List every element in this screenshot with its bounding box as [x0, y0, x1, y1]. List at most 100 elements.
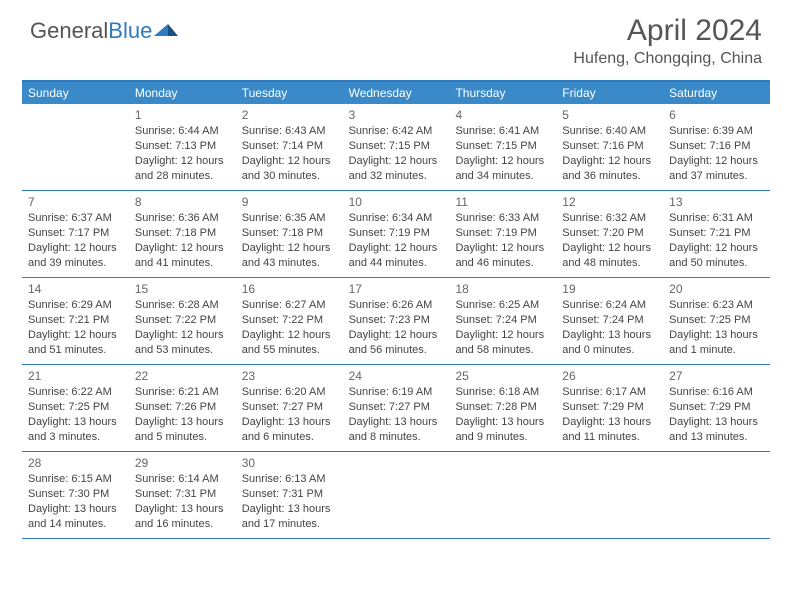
day-info-line: Sunrise: 6:23 AM [669, 298, 764, 313]
day-info-line: Sunrise: 6:33 AM [455, 211, 550, 226]
day-info-line: Sunrise: 6:18 AM [455, 385, 550, 400]
day-cell: 22Sunrise: 6:21 AMSunset: 7:26 PMDayligh… [129, 365, 236, 451]
day-info-line: Sunset: 7:19 PM [349, 226, 444, 241]
day-number: 24 [349, 368, 444, 384]
day-cell: 7Sunrise: 6:37 AMSunset: 7:17 PMDaylight… [22, 191, 129, 277]
day-number: 23 [242, 368, 337, 384]
logo-text: GeneralBlue [30, 18, 152, 44]
day-number: 6 [669, 107, 764, 123]
day-info-line: Sunset: 7:18 PM [242, 226, 337, 241]
day-info-line: Sunrise: 6:25 AM [455, 298, 550, 313]
day-number: 15 [135, 281, 230, 297]
day-info-line: Sunrise: 6:31 AM [669, 211, 764, 226]
day-number: 17 [349, 281, 444, 297]
day-info-line: Daylight: 12 hours [242, 328, 337, 343]
day-number: 4 [455, 107, 550, 123]
day-cell: 28Sunrise: 6:15 AMSunset: 7:30 PMDayligh… [22, 452, 129, 538]
day-info-line: Daylight: 12 hours [562, 241, 657, 256]
day-cell: 12Sunrise: 6:32 AMSunset: 7:20 PMDayligh… [556, 191, 663, 277]
day-info-line: Sunset: 7:18 PM [135, 226, 230, 241]
day-info-line: Sunrise: 6:36 AM [135, 211, 230, 226]
day-info-line: and 53 minutes. [135, 343, 230, 358]
day-cell: 20Sunrise: 6:23 AMSunset: 7:25 PMDayligh… [663, 278, 770, 364]
day-info-line: Sunset: 7:24 PM [562, 313, 657, 328]
day-info-line: and 32 minutes. [349, 169, 444, 184]
day-info-line: Sunset: 7:23 PM [349, 313, 444, 328]
day-info-line: Daylight: 13 hours [349, 415, 444, 430]
day-info-line: Sunrise: 6:35 AM [242, 211, 337, 226]
day-info-line: Sunrise: 6:16 AM [669, 385, 764, 400]
weekday-label: Sunday [22, 82, 129, 104]
day-info-line: and 37 minutes. [669, 169, 764, 184]
day-info-line: and 44 minutes. [349, 256, 444, 271]
day-cell-empty [449, 452, 556, 538]
day-cell: 27Sunrise: 6:16 AMSunset: 7:29 PMDayligh… [663, 365, 770, 451]
day-info-line: Sunrise: 6:27 AM [242, 298, 337, 313]
day-info-line: and 14 minutes. [28, 517, 123, 532]
day-cell: 30Sunrise: 6:13 AMSunset: 7:31 PMDayligh… [236, 452, 343, 538]
day-cell-empty [22, 104, 129, 190]
day-info-line: Sunset: 7:16 PM [562, 139, 657, 154]
day-number: 25 [455, 368, 550, 384]
day-cell: 8Sunrise: 6:36 AMSunset: 7:18 PMDaylight… [129, 191, 236, 277]
day-info-line: Sunrise: 6:37 AM [28, 211, 123, 226]
day-info-line: Daylight: 12 hours [349, 328, 444, 343]
day-cell: 6Sunrise: 6:39 AMSunset: 7:16 PMDaylight… [663, 104, 770, 190]
day-cell: 19Sunrise: 6:24 AMSunset: 7:24 PMDayligh… [556, 278, 663, 364]
day-cell: 9Sunrise: 6:35 AMSunset: 7:18 PMDaylight… [236, 191, 343, 277]
day-info-line: Sunset: 7:22 PM [135, 313, 230, 328]
day-info-line: Sunrise: 6:29 AM [28, 298, 123, 313]
day-info-line: Daylight: 12 hours [455, 328, 550, 343]
weekday-label: Wednesday [343, 82, 450, 104]
day-info-line: Sunset: 7:15 PM [349, 139, 444, 154]
day-info-line: and 39 minutes. [28, 256, 123, 271]
day-info-line: and 1 minute. [669, 343, 764, 358]
day-info-line: Sunset: 7:31 PM [242, 487, 337, 502]
day-info-line: and 8 minutes. [349, 430, 444, 445]
day-info-line: and 34 minutes. [455, 169, 550, 184]
day-info-line: and 16 minutes. [135, 517, 230, 532]
day-number: 21 [28, 368, 123, 384]
day-info-line: and 43 minutes. [242, 256, 337, 271]
day-cell: 29Sunrise: 6:14 AMSunset: 7:31 PMDayligh… [129, 452, 236, 538]
day-cell: 10Sunrise: 6:34 AMSunset: 7:19 PMDayligh… [343, 191, 450, 277]
weekday-label: Tuesday [236, 82, 343, 104]
day-info-line: and 5 minutes. [135, 430, 230, 445]
day-info-line: Sunrise: 6:17 AM [562, 385, 657, 400]
day-info-line: Sunset: 7:17 PM [28, 226, 123, 241]
day-info-line: Daylight: 12 hours [135, 241, 230, 256]
day-info-line: Sunrise: 6:14 AM [135, 472, 230, 487]
day-info-line: and 46 minutes. [455, 256, 550, 271]
day-cell: 14Sunrise: 6:29 AMSunset: 7:21 PMDayligh… [22, 278, 129, 364]
weekday-row: SundayMondayTuesdayWednesdayThursdayFrid… [22, 82, 770, 104]
day-number: 18 [455, 281, 550, 297]
day-info-line: Daylight: 13 hours [28, 415, 123, 430]
day-info-line: Sunset: 7:25 PM [669, 313, 764, 328]
day-info-line: Daylight: 12 hours [562, 154, 657, 169]
day-info-line: Sunset: 7:27 PM [242, 400, 337, 415]
day-info-line: Daylight: 12 hours [28, 328, 123, 343]
day-info-line: and 51 minutes. [28, 343, 123, 358]
day-info-line: Sunrise: 6:20 AM [242, 385, 337, 400]
day-info-line: and 56 minutes. [349, 343, 444, 358]
weeks-container: 1Sunrise: 6:44 AMSunset: 7:13 PMDaylight… [22, 104, 770, 539]
day-info-line: Daylight: 12 hours [135, 154, 230, 169]
day-info-line: and 58 minutes. [455, 343, 550, 358]
day-info-line: Sunrise: 6:43 AM [242, 124, 337, 139]
day-cell: 15Sunrise: 6:28 AMSunset: 7:22 PMDayligh… [129, 278, 236, 364]
day-info-line: Sunrise: 6:34 AM [349, 211, 444, 226]
day-info-line: and 13 minutes. [669, 430, 764, 445]
weekday-label: Saturday [663, 82, 770, 104]
day-info-line: and 30 minutes. [242, 169, 337, 184]
day-number: 26 [562, 368, 657, 384]
day-info-line: Daylight: 12 hours [669, 241, 764, 256]
day-cell: 3Sunrise: 6:42 AMSunset: 7:15 PMDaylight… [343, 104, 450, 190]
day-info-line: Sunset: 7:16 PM [669, 139, 764, 154]
day-info-line: Sunset: 7:15 PM [455, 139, 550, 154]
day-cell: 18Sunrise: 6:25 AMSunset: 7:24 PMDayligh… [449, 278, 556, 364]
day-cell: 2Sunrise: 6:43 AMSunset: 7:14 PMDaylight… [236, 104, 343, 190]
logo-word-a: General [30, 18, 108, 43]
day-number: 27 [669, 368, 764, 384]
day-info-line: Sunrise: 6:40 AM [562, 124, 657, 139]
day-info-line: Sunrise: 6:41 AM [455, 124, 550, 139]
